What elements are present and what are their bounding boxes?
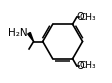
Text: O: O <box>77 12 85 22</box>
Text: H₂N: H₂N <box>8 28 28 38</box>
Text: CH₃: CH₃ <box>80 13 96 22</box>
Text: CH₃: CH₃ <box>80 61 96 70</box>
Polygon shape <box>28 32 34 42</box>
Text: O: O <box>77 61 85 71</box>
